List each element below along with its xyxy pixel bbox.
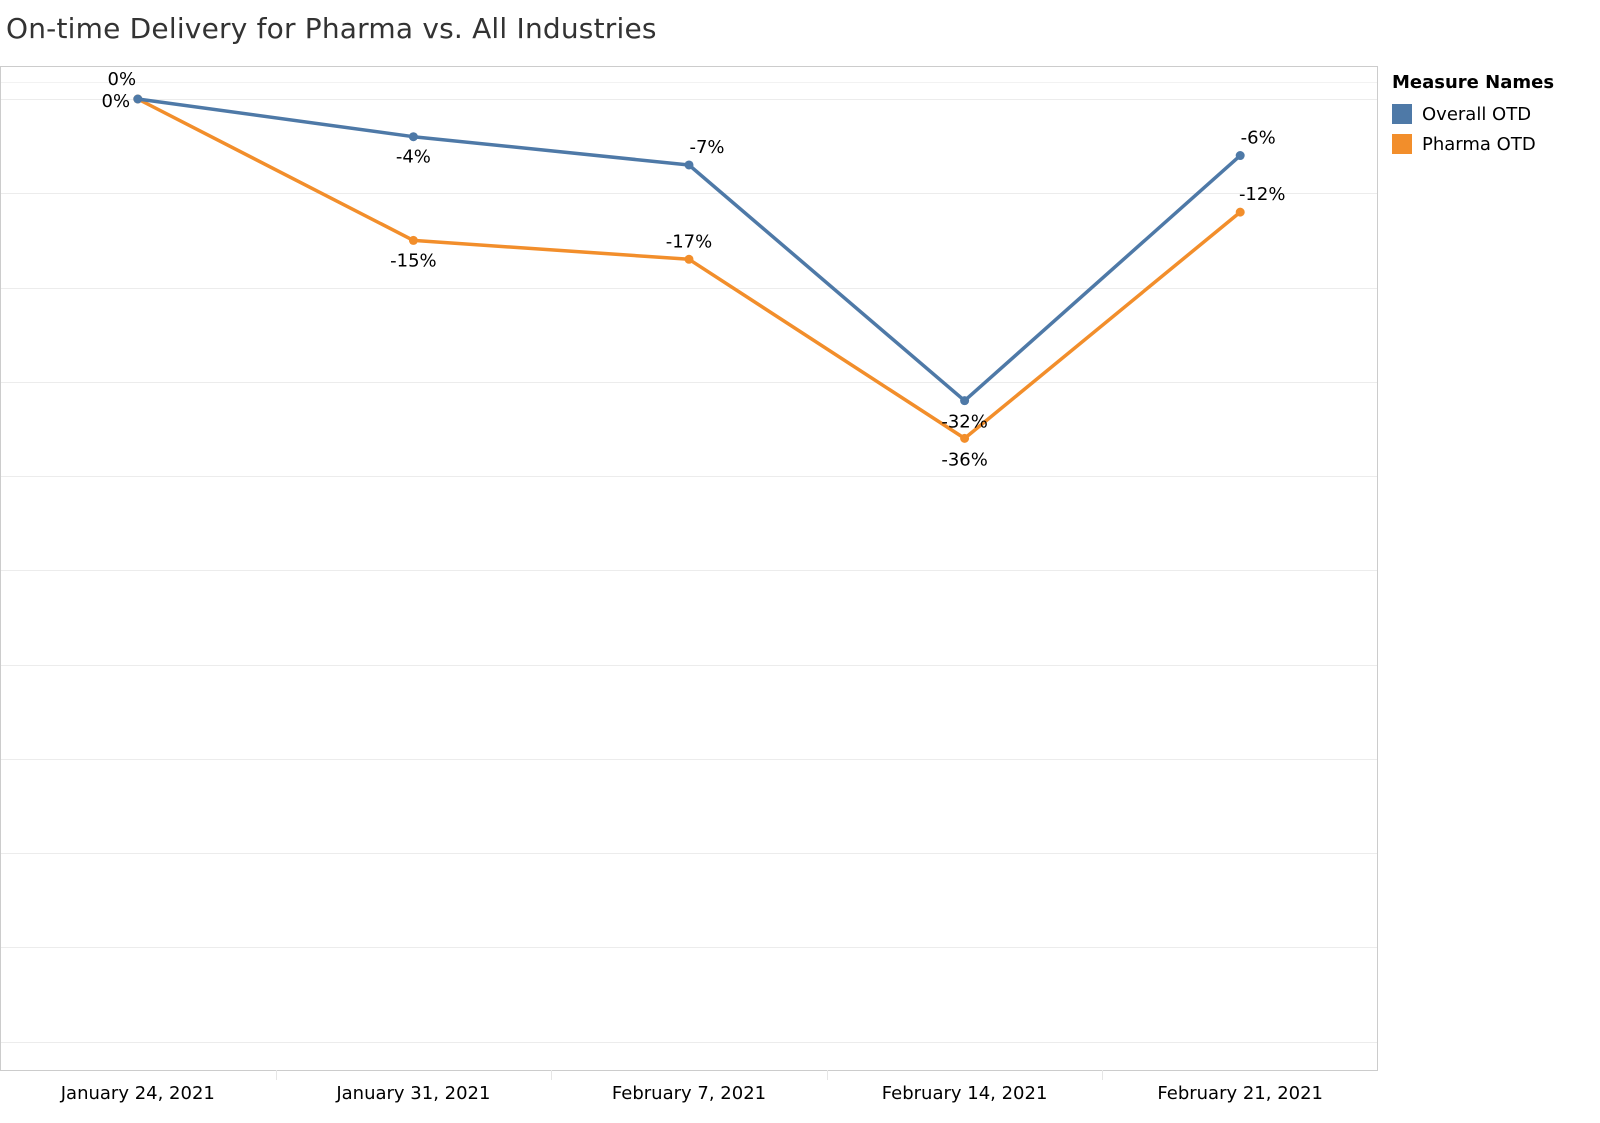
legend: Measure Names Overall OTD Pharma OTD <box>1392 72 1554 159</box>
legend-label-overall-otd: Overall OTD <box>1422 103 1532 125</box>
line-chart: January 24, 2021 January 31, 2021 February… <box>0 66 1378 1104</box>
data-point-overall-otd <box>684 160 694 170</box>
data-label-pharma-otd: -15% <box>390 250 437 271</box>
data-label-pharma-otd: 0% <box>102 91 131 112</box>
data-label-pharma-otd: -17% <box>666 231 713 252</box>
x-tick-label: January 24, 2021 <box>60 1083 215 1104</box>
data-label-overall-otd: -7% <box>689 137 724 158</box>
legend-label-pharma-otd: Pharma OTD <box>1422 133 1536 155</box>
legend-item-pharma-otd[interactable]: Pharma OTD <box>1392 129 1554 159</box>
data-point-pharma-otd <box>408 235 418 245</box>
data-point-pharma-otd <box>1235 207 1245 217</box>
data-point-overall-otd <box>960 396 970 406</box>
legend-item-overall-otd[interactable]: Overall OTD <box>1392 99 1554 129</box>
x-tick-label: January 31, 2021 <box>335 1083 490 1104</box>
x-tick-label: February 7, 2021 <box>612 1083 766 1104</box>
data-point-pharma-otd <box>684 254 694 264</box>
legend-swatch-pharma-otd <box>1392 134 1412 154</box>
data-point-overall-otd <box>133 94 143 104</box>
data-label-overall-otd: -6% <box>1241 128 1276 149</box>
data-label-pharma-otd: -12% <box>1239 184 1286 205</box>
data-label-overall-otd: -4% <box>396 147 431 168</box>
data-point-pharma-otd <box>960 433 970 443</box>
x-tick-label: February 14, 2021 <box>882 1083 1048 1104</box>
data-label-pharma-otd: -36% <box>941 449 988 470</box>
data-point-overall-otd <box>408 132 418 142</box>
data-label-overall-otd: 0% <box>108 69 137 90</box>
x-tick-label: February 21, 2021 <box>1157 1083 1323 1104</box>
data-label-overall-otd: -32% <box>941 412 988 433</box>
data-point-overall-otd <box>1235 151 1245 161</box>
plot-frame <box>0 66 1378 1071</box>
legend-title: Measure Names <box>1392 72 1555 93</box>
legend-swatch-overall-otd <box>1392 104 1412 124</box>
chart-title: On-time Delivery for Pharma vs. All Indu… <box>6 12 657 45</box>
